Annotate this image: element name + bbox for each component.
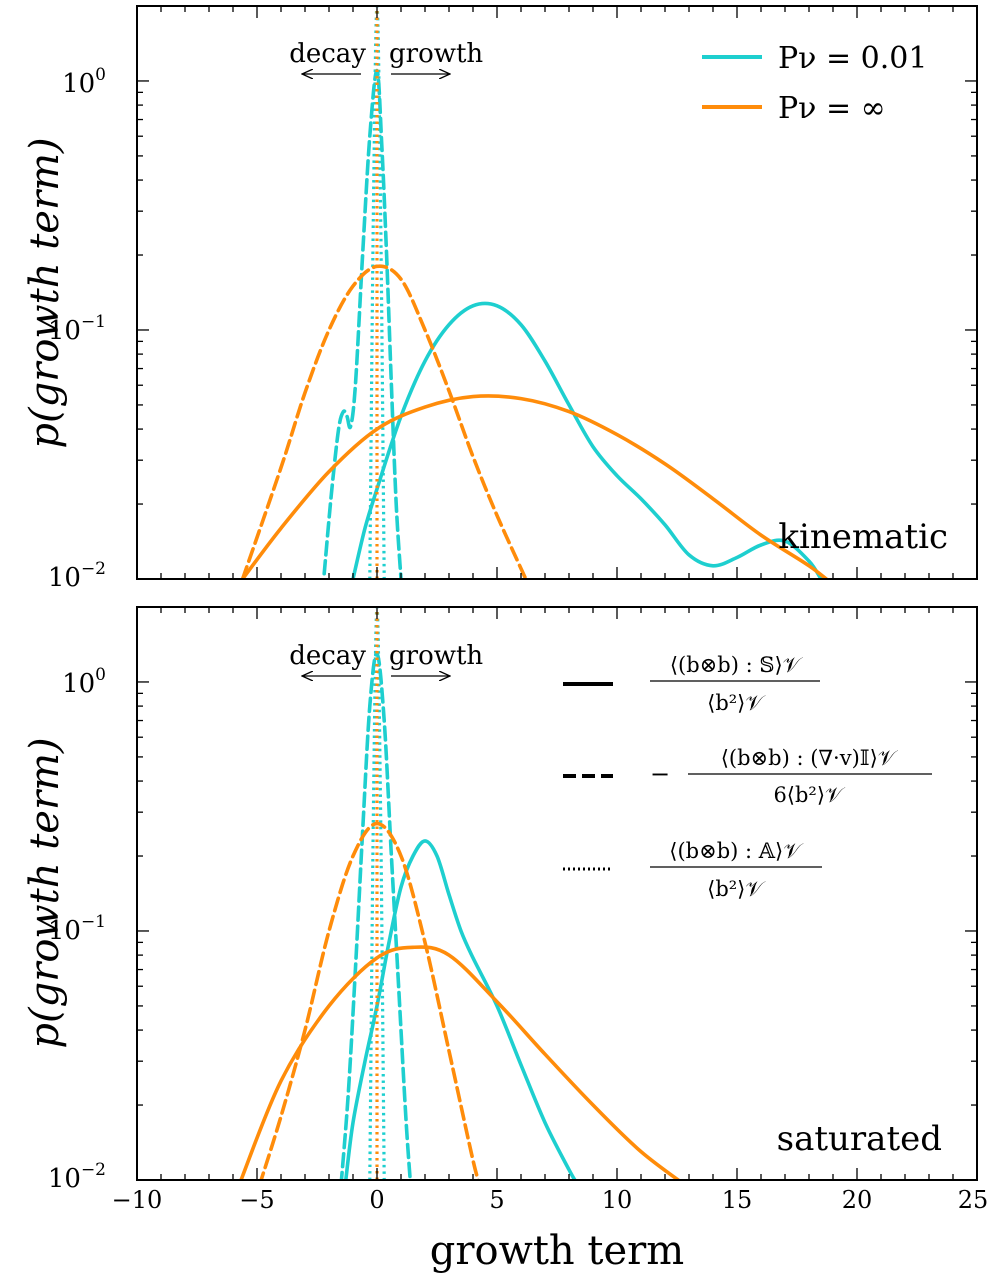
legend-label-pnu-inf: Pν = ∞ <box>778 91 886 126</box>
legend-compression-sign: − <box>650 760 670 788</box>
legend-label-pnu-001: Pν = 0.01 <box>778 41 927 76</box>
ytick-label-1e0: 100 <box>62 65 106 99</box>
decay-label: decay <box>289 39 366 69</box>
growth-label: growth <box>389 641 483 671</box>
ytick-label-1e-2: 10−2 <box>48 559 106 593</box>
ytick-label-1e-1: 10−1 <box>48 312 106 346</box>
kinematic-plot-frame <box>136 5 978 580</box>
xtick-label: 10 <box>602 1186 633 1214</box>
legend-terms: ⟨(b⊗b) : 𝕊⟩𝒱 ⟨b²⟩𝒱 − ⟨(b⊗b) : (∇·v)𝕀⟩𝒱 6… <box>563 653 932 901</box>
kinematic-panel: 100 10−1 10−2 p(growth term) decay growt… <box>22 5 978 593</box>
saturated-ylabel: p(growth term) <box>22 737 68 1048</box>
ytick-label-1e-2: 10−2 <box>48 1160 106 1194</box>
growth-label: growth <box>389 39 483 69</box>
kinematic-ylabel: p(growth term) <box>22 137 68 448</box>
legend-compression-denominator: 6⟨b²⟩𝒱 <box>773 783 846 807</box>
legend-compression-numerator: ⟨(b⊗b) : (∇·v)𝕀⟩𝒱 <box>721 746 899 770</box>
decay-label: decay <box>289 641 366 671</box>
saturated-panel: 100 10−1 10−2 p(growth term) decay growt… <box>22 606 989 1274</box>
legend-rotation-numerator: ⟨(b⊗b) : 𝔸⟩𝒱 <box>669 839 804 863</box>
series-cyan-solid <box>344 839 577 1180</box>
saturated-title: saturated <box>777 1119 942 1159</box>
series-orange-dashed <box>259 821 481 1180</box>
xtick-label: −10 <box>112 1186 163 1214</box>
saturated-ticks <box>136 606 978 1181</box>
xtick-label: 15 <box>722 1186 753 1214</box>
series-cyan-dashed <box>322 68 403 579</box>
series-cyan-solid <box>351 301 823 579</box>
xtick-labels: −10 −5 0 5 10 15 20 25 <box>112 1186 989 1214</box>
kinematic-title: kinematic <box>778 517 948 557</box>
series-cyan-dotted <box>368 6 386 579</box>
legend-rotation-denominator: ⟨b²⟩𝒱 <box>707 877 766 901</box>
ytick-label-1e0: 100 <box>62 665 106 699</box>
xtick-label: −5 <box>239 1186 274 1214</box>
legend-strain-denominator: ⟨b²⟩𝒱 <box>707 691 766 715</box>
legend-strain-numerator: ⟨(b⊗b) : 𝕊⟩𝒱 <box>670 653 804 677</box>
series-orange-solid <box>239 945 682 1180</box>
xtick-label: 0 <box>369 1186 384 1214</box>
saturated-plot-frame <box>136 606 978 1181</box>
ytick-label-1e-1: 10−1 <box>48 912 106 946</box>
x-axis-label: growth term <box>430 1228 684 1274</box>
xtick-label: 25 <box>958 1186 989 1214</box>
xtick-label: 20 <box>842 1186 873 1214</box>
legend-prandtl: Pν = 0.01 Pν = ∞ <box>702 41 927 126</box>
series-orange-solid <box>240 394 830 579</box>
series-orange-dashed <box>240 264 528 579</box>
kinematic-curves <box>240 6 830 579</box>
series-cyan-dotted <box>368 607 386 1180</box>
saturated-curves <box>239 607 682 1180</box>
xtick-label: 5 <box>489 1186 504 1214</box>
